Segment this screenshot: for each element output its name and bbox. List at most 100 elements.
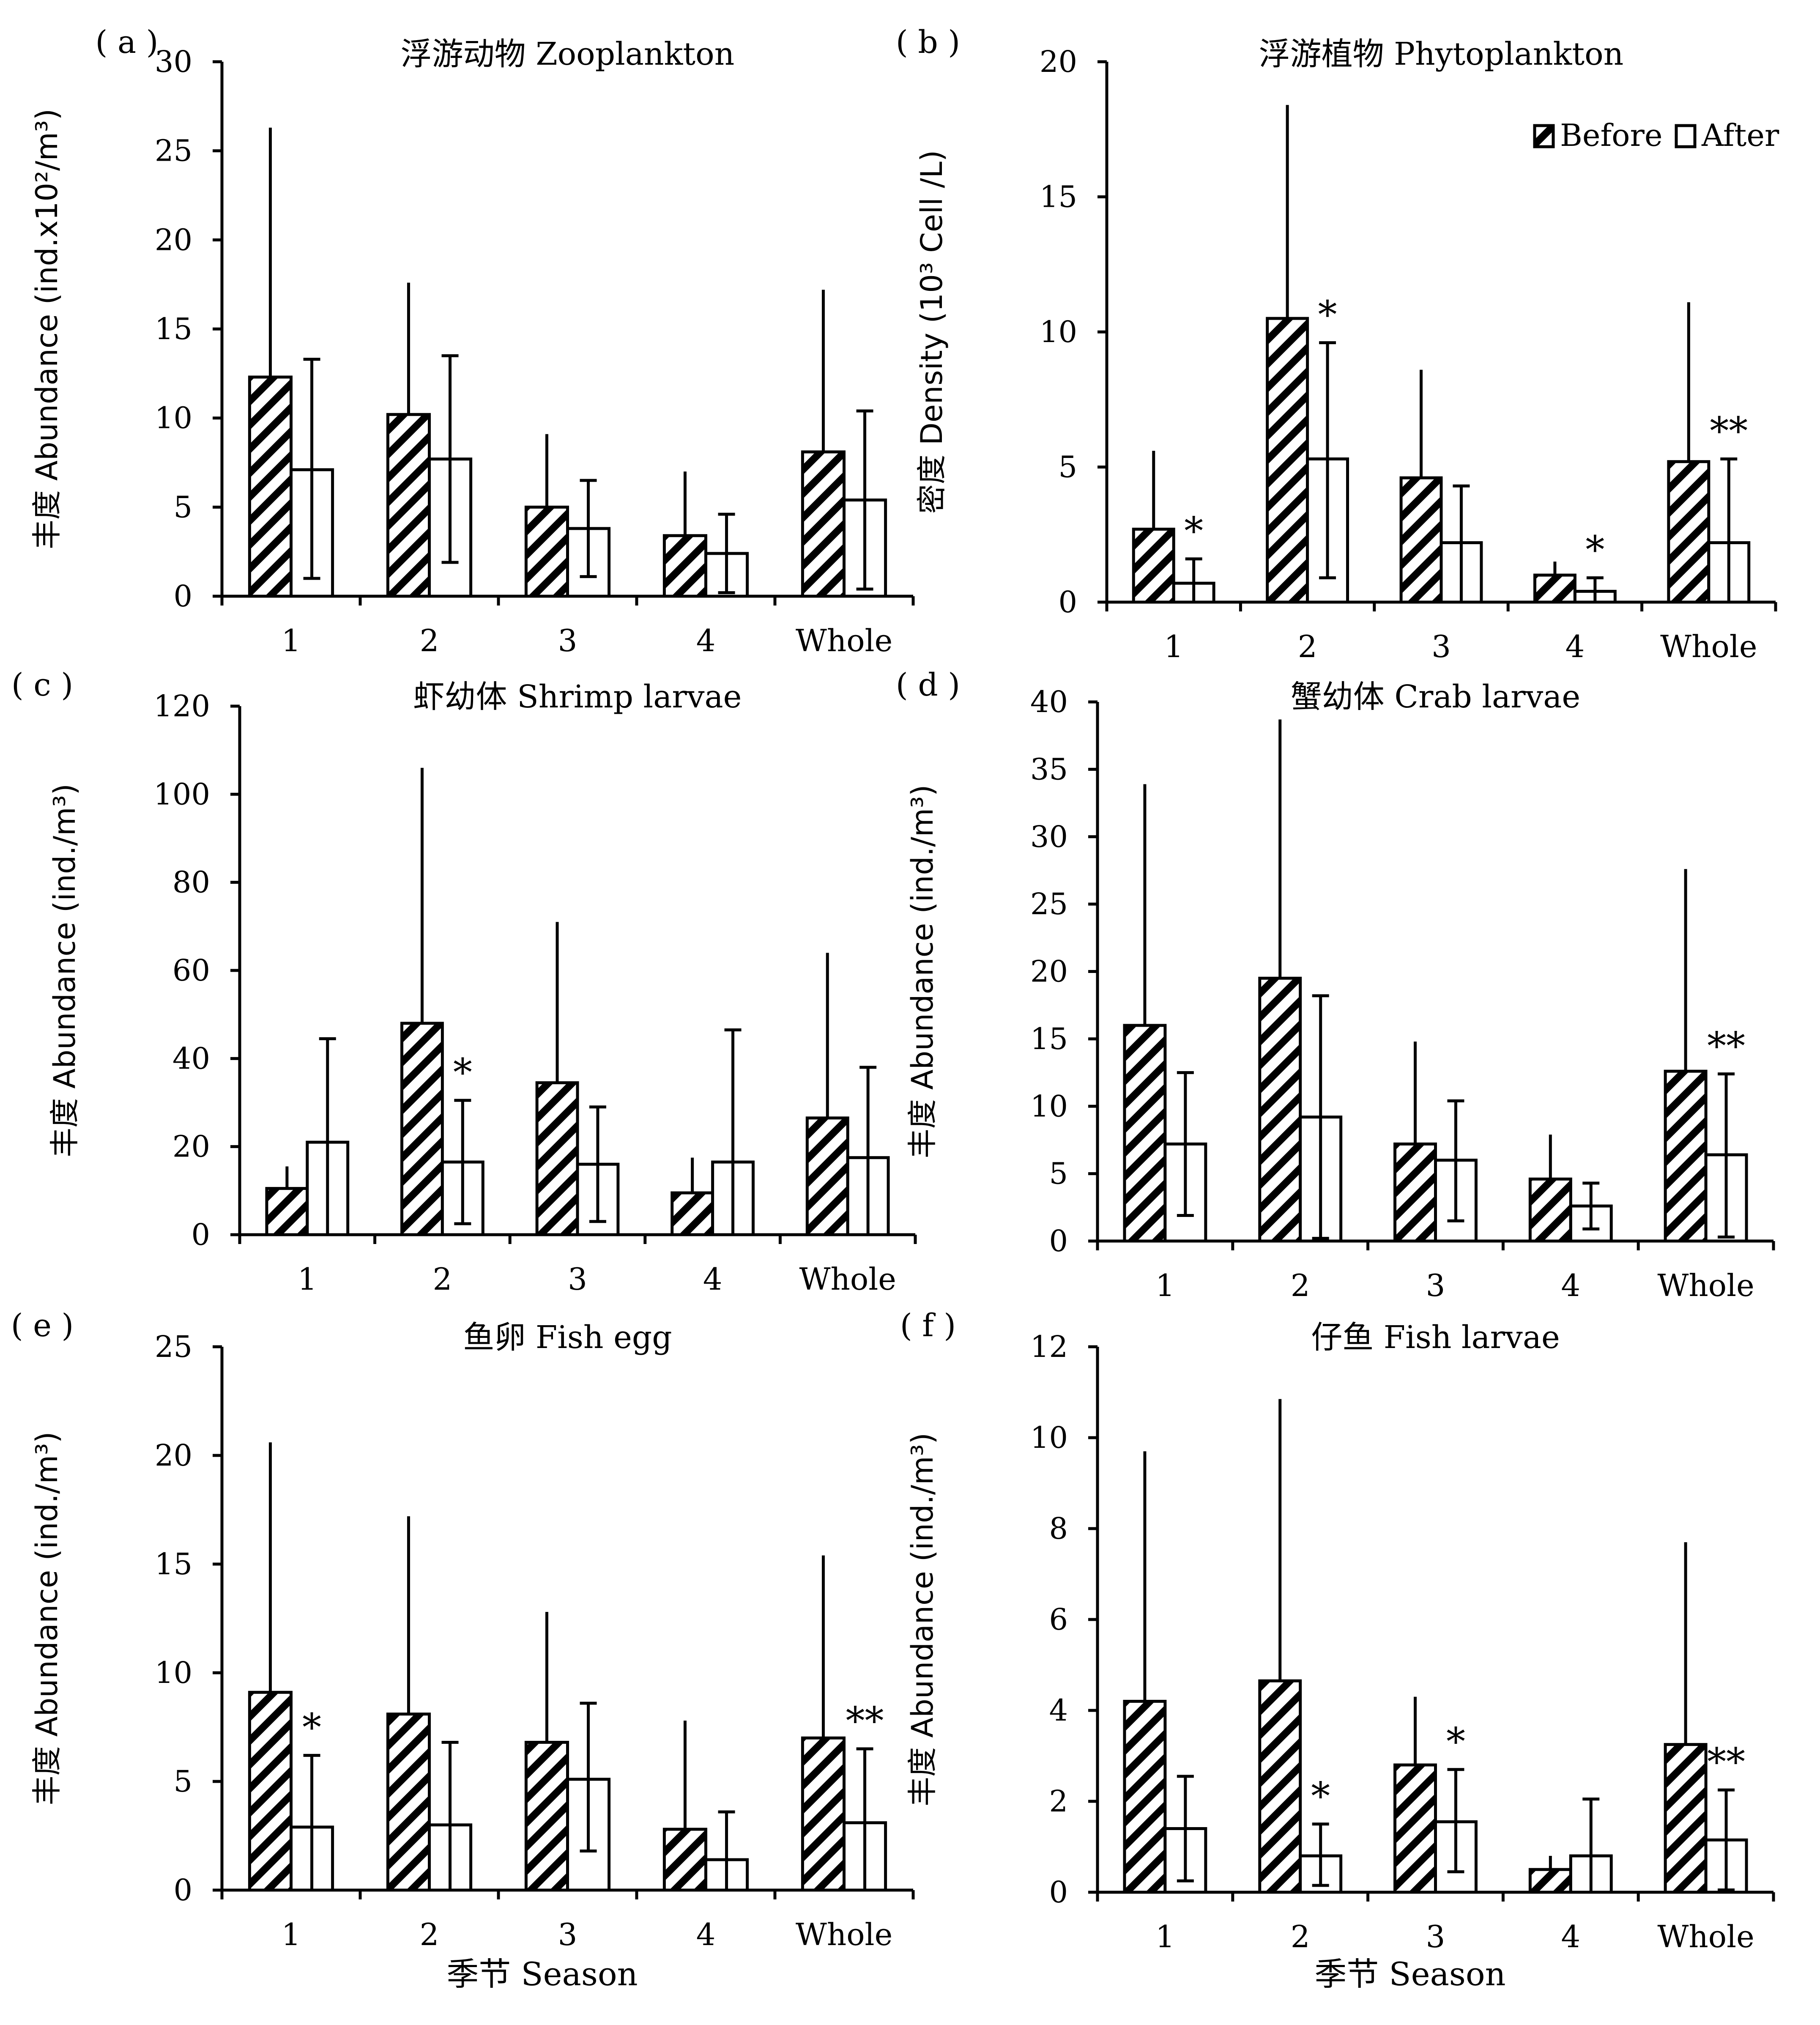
y-tick-label: 25 — [155, 134, 192, 168]
x-axis-label: 季节 Season — [446, 1955, 638, 1993]
x-tick-label: 1 — [1155, 1268, 1175, 1303]
panel-a: ( a ) 浮游动物 Zooplankton 0 5 10 15 20 25 30 丰度 Abun… — [30, 24, 915, 658]
bar-before — [1132, 527, 1175, 604]
y-tick-label: 30 — [1030, 819, 1068, 854]
x-tick-label: 3 — [1426, 1919, 1445, 1954]
panel-label: ( f ) — [900, 1307, 956, 1344]
bar-before — [1266, 317, 1309, 604]
significance-marker: ** — [1710, 409, 1748, 453]
chart-title: 浮游植物 Phytoplankton — [1259, 36, 1624, 72]
significance-marker: * — [1184, 509, 1203, 554]
x-axis-label: 季节 Season — [1314, 1955, 1505, 1993]
y-tick-label: 10 — [1030, 1089, 1068, 1123]
legend-swatch-before — [1533, 124, 1555, 148]
x-tick-label: 2 — [420, 623, 439, 658]
y-tick-label: 25 — [1030, 887, 1068, 921]
y-tick-label: 10 — [155, 401, 192, 436]
bar-before — [248, 1691, 293, 1892]
chart-title: 鱼卵 Fish egg — [463, 1319, 672, 1356]
x-tick-label: 4 — [703, 1261, 723, 1297]
x-tick-label: Whole — [796, 623, 892, 658]
bar-before — [671, 1191, 714, 1236]
x-tick-label: Whole — [1657, 1268, 1754, 1303]
y-axis-label: 丰度 Abundance (ind.x10²/m³) — [30, 109, 64, 549]
bar-before — [805, 1116, 849, 1236]
y-tick-label: 6 — [1049, 1602, 1068, 1637]
chart-title: 仔鱼 Fish larvae — [1311, 1319, 1560, 1356]
y-tick-label: 15 — [155, 312, 192, 346]
bar-before — [535, 1081, 579, 1236]
significance-marker: ** — [1707, 1740, 1745, 1784]
significance-marker: * — [1446, 1720, 1465, 1764]
significance-marker: * — [302, 1705, 321, 1750]
y-tick-label: 10 — [155, 1655, 192, 1690]
x-tick-label: 2 — [432, 1261, 452, 1297]
y-tick-label: 80 — [172, 865, 210, 900]
panel-label: ( e ) — [11, 1307, 74, 1344]
x-tick-label: 4 — [1561, 1919, 1580, 1954]
y-tick-label: 5 — [173, 490, 192, 524]
y-tick-label: 20 — [155, 1438, 192, 1473]
y-tick-label: 10 — [1030, 1420, 1068, 1455]
bar-before — [400, 1022, 444, 1236]
x-tick-label: 2 — [1298, 629, 1317, 664]
bar-before — [1664, 1069, 1708, 1243]
bar-before — [1528, 1868, 1572, 1894]
x-tick-label: 3 — [558, 1917, 577, 1952]
bar-before — [662, 1828, 708, 1892]
x-tick-label: Whole — [799, 1261, 896, 1297]
x-tick-label: 1 — [1164, 629, 1183, 664]
bar-before — [524, 505, 569, 598]
x-tick-label: 4 — [696, 1917, 716, 1952]
panel-c: ( c ) 虾幼体 Shrimp larvae 0 20 40 60 80 100 120 丰度 … — [11, 667, 917, 1297]
y-tick-label: 40 — [1030, 685, 1068, 719]
panel-label: ( a ) — [96, 24, 159, 60]
y-axis-label: 丰度 Abundance (ind./m³) — [47, 784, 82, 1157]
x-tick-label: 2 — [1291, 1268, 1310, 1303]
x-tick-label: 3 — [1426, 1268, 1445, 1303]
x-tick-label: 3 — [558, 623, 577, 658]
bar-before — [1528, 1177, 1572, 1243]
y-axis-label: 丰度 Abundance (ind./m³) — [30, 1432, 64, 1806]
y-tick-label: 5 — [1049, 1156, 1068, 1191]
bar-before — [662, 534, 708, 598]
bar-before — [386, 413, 431, 598]
y-tick-label: 10 — [1040, 315, 1077, 349]
y-tick-label: 15 — [1030, 1022, 1068, 1056]
y-tick-label: 0 — [1049, 1875, 1068, 1910]
y-tick-label: 0 — [173, 1873, 192, 1907]
bar-before — [1664, 1743, 1708, 1894]
x-tick-label: 1 — [1155, 1919, 1175, 1954]
bar-before — [801, 450, 846, 598]
y-tick-label: 60 — [172, 953, 210, 988]
bar-before — [1533, 573, 1576, 604]
x-tick-label: Whole — [796, 1917, 892, 1952]
panel-d: ( d ) 蟹幼体 Crab larvae 0 5 10 15 20 25 30 35 40 丰度 A… — [896, 667, 1775, 1303]
panel-e: ( e ) 鱼卵 Fish egg 0 5 10 15 20 25 丰度 Abundance (… — [11, 1307, 915, 1993]
significance-marker: ** — [846, 1699, 884, 1743]
chart-title: 浮游动物 Zooplankton — [401, 36, 735, 72]
bar-before — [1258, 976, 1302, 1243]
y-tick-label: 35 — [1030, 752, 1068, 786]
bar-before — [1399, 476, 1443, 604]
panel-label: ( b ) — [896, 24, 960, 60]
panel-b: ( b ) 浮游植物 Phytoplankton 0 5 10 15 20 密度 Densit… — [896, 24, 1779, 664]
significance-marker: * — [453, 1050, 472, 1095]
y-tick-label: 25 — [155, 1329, 192, 1364]
significance-marker: * — [1318, 293, 1337, 337]
x-tick-label: Whole — [1657, 1919, 1754, 1954]
bar-before — [524, 1740, 569, 1892]
x-tick-label: 3 — [568, 1261, 587, 1297]
y-tick-label: 20 — [1040, 44, 1077, 79]
y-axis-label: 丰度 Abundance (ind./m³) — [905, 1433, 940, 1806]
bar-before — [1393, 1143, 1437, 1243]
x-tick-label: 4 — [1561, 1268, 1580, 1303]
significance-marker: ** — [1707, 1024, 1745, 1069]
bar-before — [386, 1713, 431, 1892]
bar-before — [1123, 1024, 1167, 1243]
legend-swatch-after — [1675, 124, 1697, 148]
y-tick-label: 0 — [1049, 1224, 1068, 1258]
chart-title: 虾幼体 Shrimp larvae — [413, 679, 742, 715]
